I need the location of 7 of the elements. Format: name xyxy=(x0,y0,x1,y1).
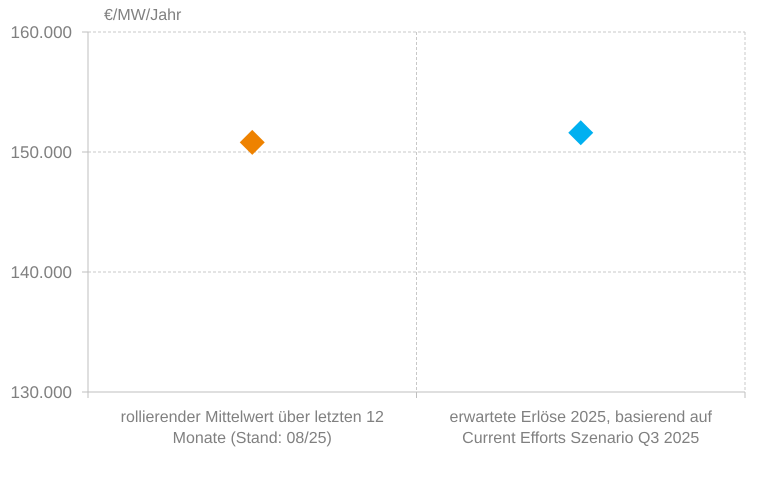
y-tick-label: 140.000 xyxy=(10,262,72,282)
y-tick-label: 130.000 xyxy=(10,382,72,402)
x-tick-label: rollierender Mittelwert über letzten 12 Monate (Stand: 08/25) xyxy=(120,409,384,447)
y-axis-title: €/MW/Jahr xyxy=(104,7,182,24)
y-tick-label: 160.000 xyxy=(10,22,72,42)
x-tick-label: erwartete Erlöse 2025, basierend auf Current Efforts Szenario Q3 2025 xyxy=(450,409,712,447)
y-tick-label: 150.000 xyxy=(10,142,72,162)
